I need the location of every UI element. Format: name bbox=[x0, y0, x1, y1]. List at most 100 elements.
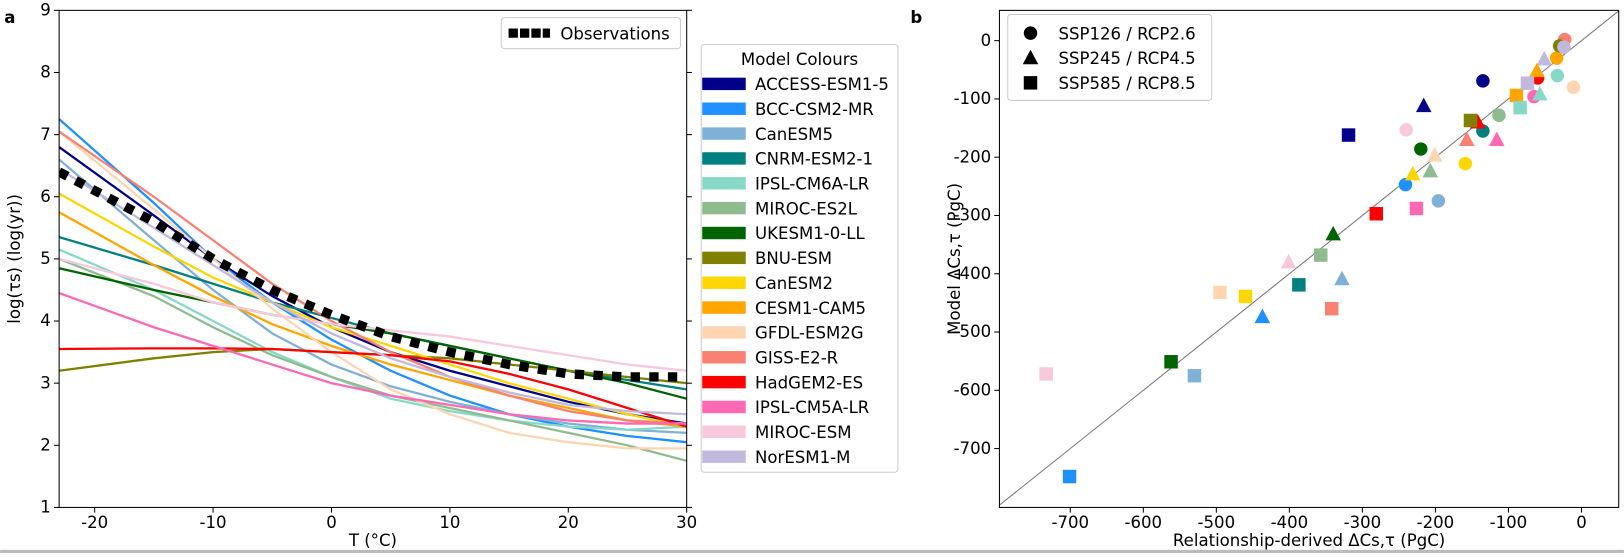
point bbox=[1476, 74, 1490, 88]
x-tick-label: 0 bbox=[1576, 513, 1587, 532]
point bbox=[1513, 100, 1527, 115]
point bbox=[1325, 225, 1341, 241]
point bbox=[1492, 108, 1506, 122]
plot-border bbox=[998, 9, 1620, 508]
legend-swatch bbox=[702, 276, 746, 289]
point bbox=[1039, 367, 1053, 381]
y-tick-label: 4 bbox=[40, 311, 51, 330]
x-tick-label: -600 bbox=[1125, 513, 1163, 532]
legend-label: GISS-E2-R bbox=[755, 348, 839, 367]
model-line bbox=[59, 167, 687, 416]
point bbox=[1062, 469, 1077, 484]
point bbox=[1341, 128, 1356, 142]
x-tick-label: 20 bbox=[558, 513, 579, 532]
point bbox=[1164, 355, 1178, 369]
legend-swatch bbox=[702, 326, 746, 339]
y-tick-label: -300 bbox=[954, 206, 992, 225]
y-axis-label: log(τs) (log(yr)) bbox=[5, 194, 24, 324]
legend-label: BNU-ESM bbox=[755, 249, 832, 268]
legend-label: MIROC-ESM bbox=[755, 423, 851, 442]
x-tick-label: -500 bbox=[1198, 513, 1236, 532]
legend-label: IPSL-CM6A-LR bbox=[755, 175, 870, 194]
legend-title: Model Colours bbox=[741, 50, 858, 69]
x-tick-label: -20 bbox=[81, 513, 108, 532]
legend-label: NorESM1-M bbox=[755, 448, 850, 467]
point bbox=[1536, 51, 1552, 66]
panel-label: a bbox=[4, 8, 15, 27]
legend-swatch bbox=[702, 400, 746, 414]
y-tick-label: 9 bbox=[40, 1, 51, 20]
legend-label: CanESM5 bbox=[755, 125, 833, 144]
observation-line bbox=[59, 167, 687, 382]
legend-label: SSP245 / RCP4.5 bbox=[1058, 49, 1195, 68]
y-tick-label: 2 bbox=[40, 435, 51, 454]
x-tick-label: 10 bbox=[439, 513, 460, 532]
model-line bbox=[59, 267, 687, 400]
point bbox=[1280, 253, 1297, 269]
x-tick-label: -10 bbox=[200, 513, 227, 532]
point bbox=[1398, 177, 1413, 192]
point bbox=[1566, 80, 1581, 95]
legend-label: Observations bbox=[560, 24, 669, 43]
legend-box bbox=[500, 17, 681, 50]
point bbox=[1529, 62, 1545, 78]
point bbox=[1187, 369, 1202, 383]
legend-swatch bbox=[702, 375, 746, 389]
point bbox=[1238, 289, 1253, 304]
legend-label: CanESM2 bbox=[755, 274, 833, 293]
model-line bbox=[59, 130, 687, 425]
point bbox=[1488, 131, 1505, 146]
legend-marker bbox=[1022, 49, 1039, 65]
legend-swatch bbox=[702, 301, 746, 314]
model-line bbox=[59, 158, 687, 435]
legend-swatch bbox=[702, 351, 746, 364]
x-tick-label: -700 bbox=[1051, 513, 1089, 532]
model-line bbox=[59, 118, 687, 444]
point bbox=[1414, 142, 1428, 156]
model-line bbox=[59, 291, 687, 425]
point bbox=[1409, 201, 1424, 216]
point bbox=[1213, 285, 1227, 300]
y-tick-label: -200 bbox=[954, 147, 992, 166]
point bbox=[1334, 270, 1350, 286]
legend-box bbox=[700, 44, 899, 473]
legend-label: CNRM-ESM2-1 bbox=[755, 150, 873, 169]
legend-label: HadGEM2-ES bbox=[755, 373, 863, 392]
point bbox=[1399, 123, 1413, 137]
point bbox=[1415, 97, 1432, 113]
plot-border bbox=[58, 9, 688, 508]
y-tick-label: -500 bbox=[954, 322, 992, 341]
y-tick-label: -100 bbox=[954, 89, 992, 108]
legend-swatch bbox=[702, 152, 746, 165]
x-tick-label: -400 bbox=[1271, 513, 1309, 532]
point bbox=[1557, 40, 1571, 54]
y-tick-label: -400 bbox=[954, 264, 992, 283]
point bbox=[1292, 278, 1306, 292]
y-tick-label: 1 bbox=[40, 498, 51, 517]
legend-label: SSP585 / RCP8.5 bbox=[1058, 74, 1195, 93]
legend-label: ACCESS-ESM1-5 bbox=[755, 75, 889, 94]
panel-label: b bbox=[910, 8, 922, 27]
point bbox=[1431, 194, 1446, 208]
model-line bbox=[59, 192, 687, 428]
model-line bbox=[59, 347, 687, 428]
point bbox=[1463, 113, 1478, 128]
y-tick-label: 5 bbox=[40, 249, 51, 268]
point bbox=[1459, 131, 1475, 146]
point bbox=[1405, 165, 1421, 181]
y-tick-label: 6 bbox=[40, 187, 51, 206]
y-tick-label: 3 bbox=[40, 373, 51, 392]
legend-swatch bbox=[702, 102, 746, 115]
legend-swatch bbox=[702, 251, 746, 265]
point bbox=[1509, 88, 1524, 103]
legend-label: BCC-CSM2-MR bbox=[755, 100, 874, 119]
legend-marker bbox=[1023, 76, 1038, 90]
legend-label: SSP126 / RCP2.6 bbox=[1058, 24, 1195, 43]
legend-swatch bbox=[702, 201, 746, 215]
legend-label: IPSL-CM5A-LR bbox=[755, 398, 870, 417]
y-tick-label: 8 bbox=[40, 63, 51, 82]
point bbox=[1532, 85, 1548, 101]
point bbox=[1426, 147, 1443, 162]
point bbox=[1422, 162, 1439, 178]
